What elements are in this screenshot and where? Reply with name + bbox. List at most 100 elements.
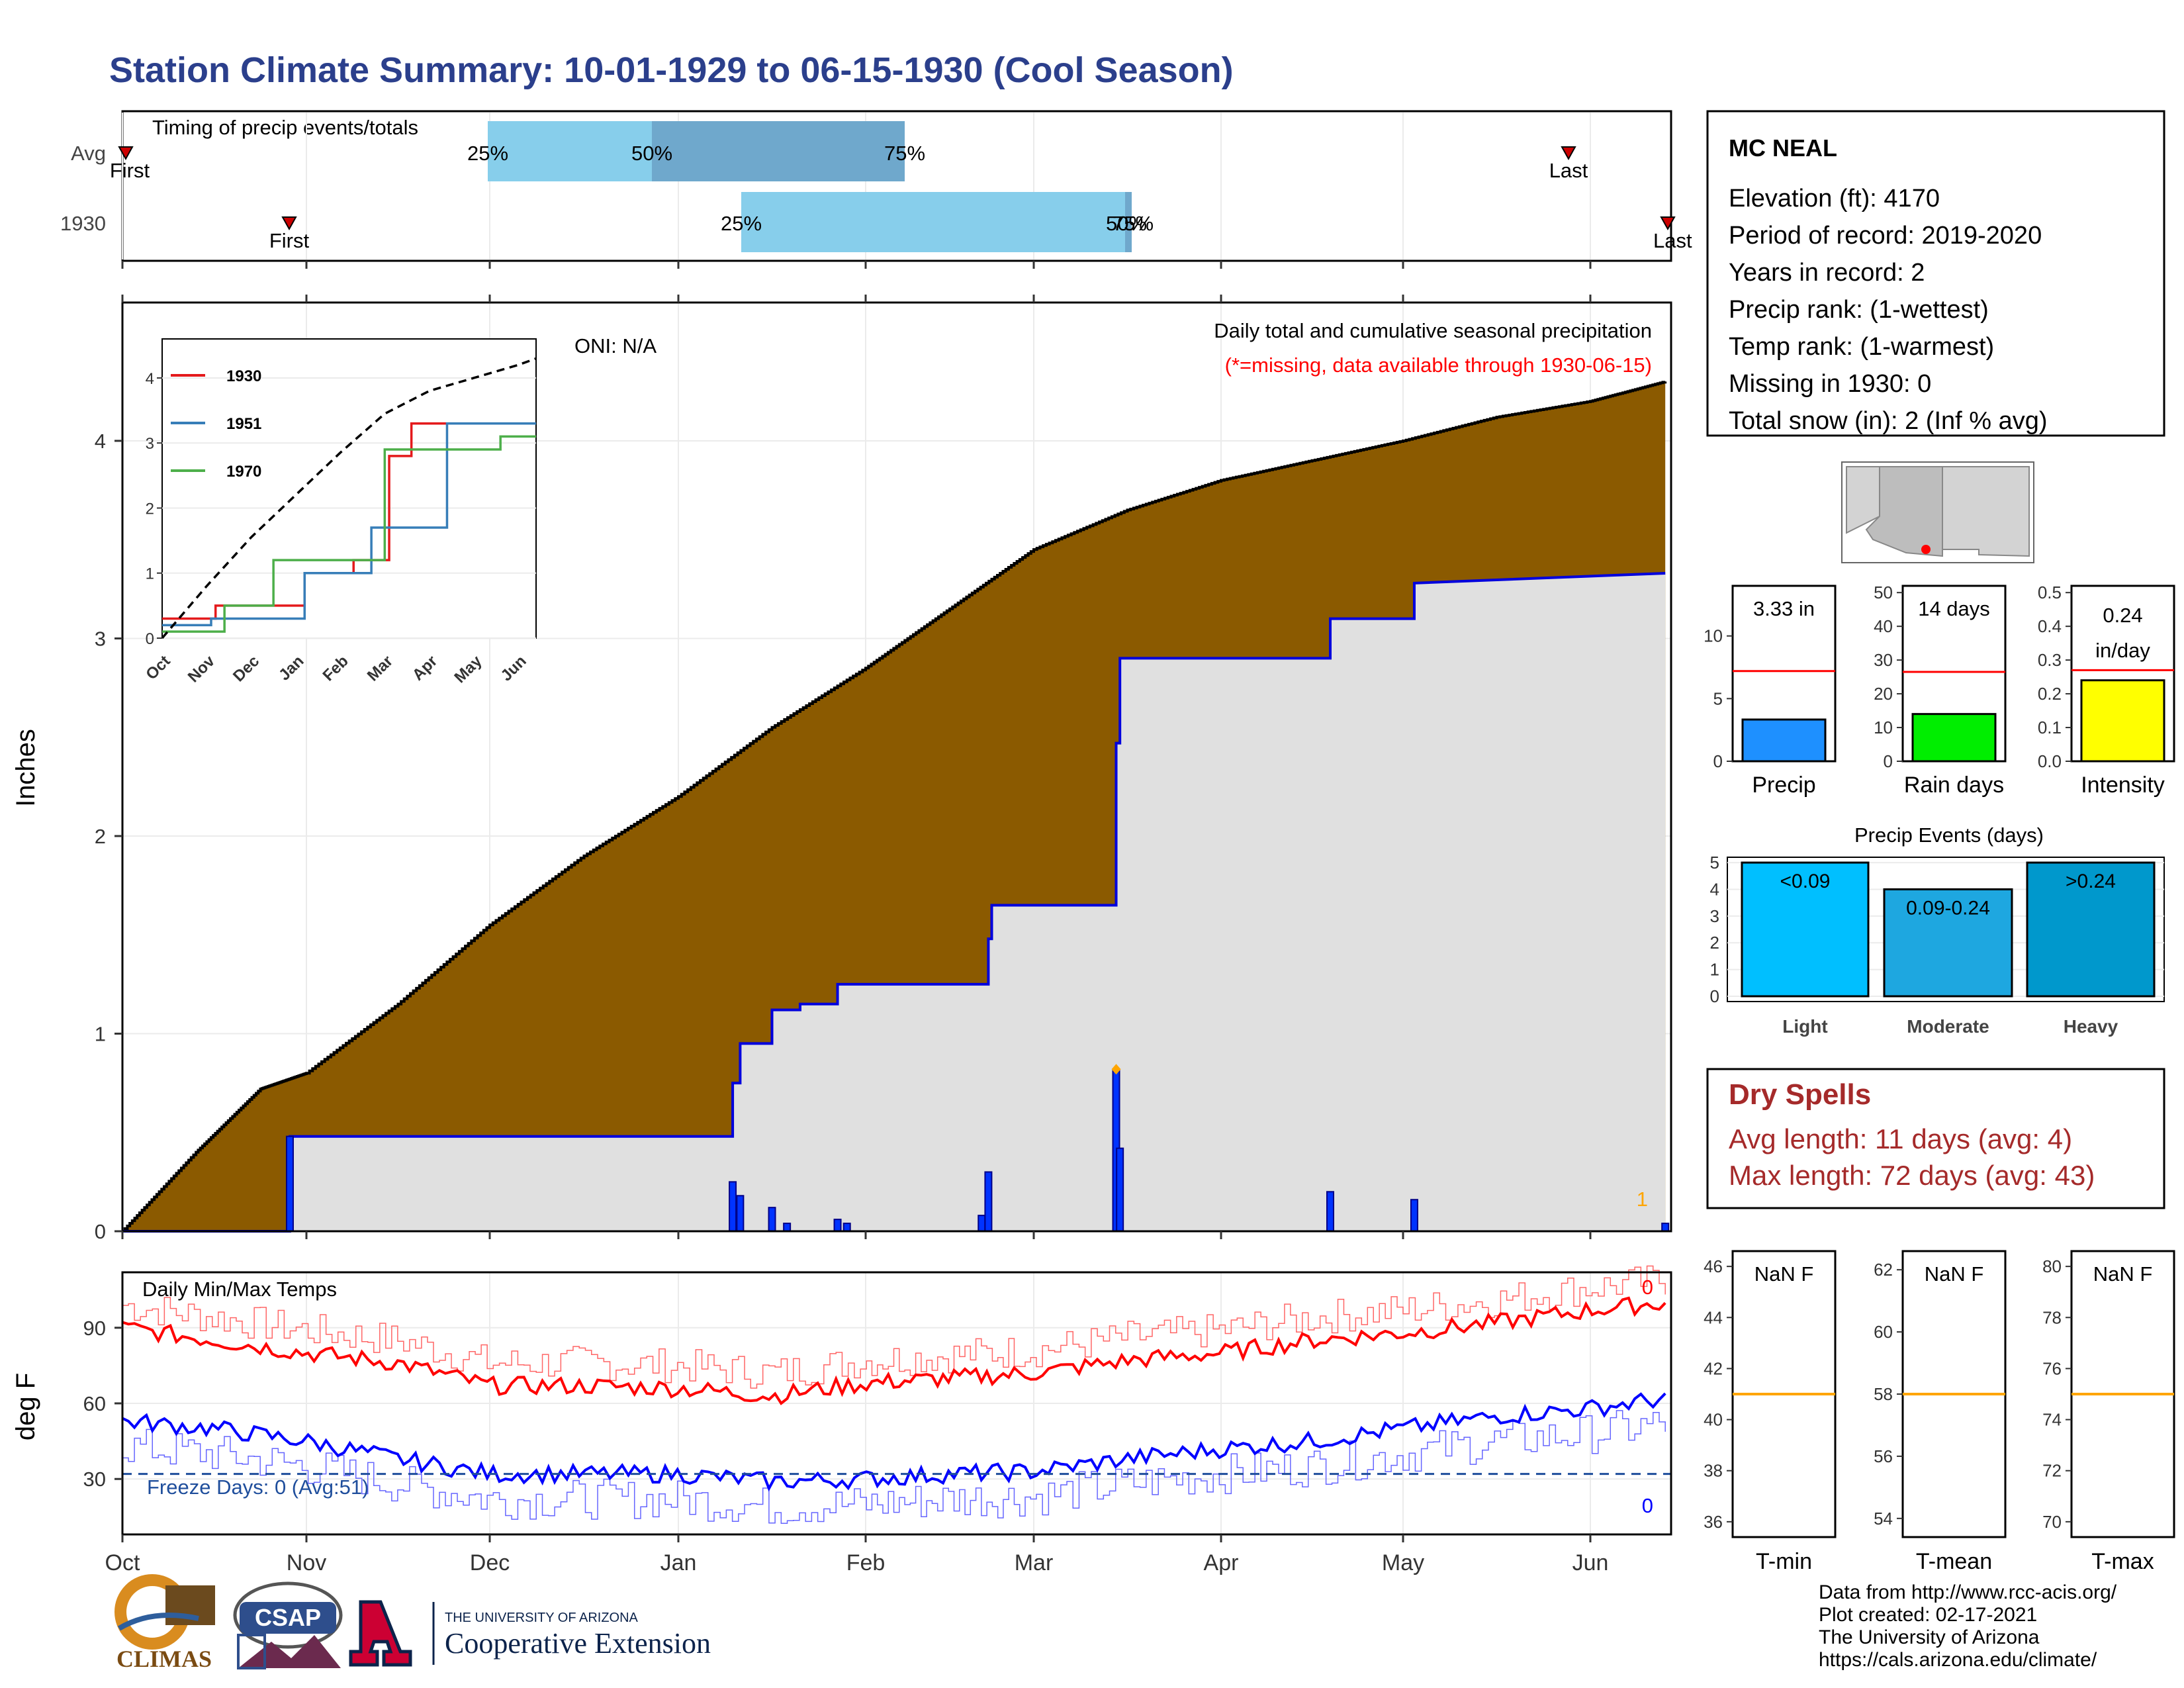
timing-1930-bar	[741, 192, 1132, 252]
month-label-jan: Jan	[660, 1550, 697, 1575]
station-location-marker	[1921, 545, 1931, 554]
mini-panel-intensity: 0.0 0.1 0.2 0.3 0.4 0.5 0.24 in/day Intensity	[2038, 583, 2175, 798]
month-label-oct: Oct	[105, 1550, 140, 1575]
mini-ytick-label: 0.5	[2038, 583, 2062, 602]
mini-ytick-label: 0.1	[2038, 718, 2062, 737]
precip-ytick-label: 4	[95, 430, 106, 453]
temp-ytick-label: 90	[83, 1317, 106, 1340]
precip-ytick-label: 0	[95, 1220, 106, 1243]
mini-ytick-label: 50	[1874, 583, 1893, 602]
events-ytick-label: 3	[1710, 906, 1719, 926]
dry-avg-length: Avg length: 11 days (avg: 4)	[1729, 1123, 2072, 1154]
tpanel-ytick-label: 74	[2042, 1410, 2062, 1430]
mini-ytick-label: 40	[1874, 616, 1893, 636]
footer-credits: Data from http://www.rcc-acis.org/ Plot …	[1819, 1581, 2117, 1671]
mini-ytick-label: 0.4	[2038, 616, 2062, 636]
csap-wordmark: CSAP	[255, 1604, 321, 1631]
timing-avg-last: Last	[1549, 159, 1588, 182]
ua-small-text: THE UNIVERSITY OF ARIZONA	[445, 1611, 639, 1625]
mini-ytick-label: 0.3	[2038, 650, 2062, 670]
station-missing: Missing in 1930: 0	[1729, 370, 1931, 398]
tpanel-ytick-label: 80	[2042, 1256, 2062, 1276]
tpanel-ytick-label: 78	[2042, 1307, 2062, 1327]
timing-avg-first-marker	[118, 146, 134, 161]
timing-avg-p25: 25%	[467, 142, 508, 165]
tpanel-label: T-min	[1756, 1549, 1812, 1574]
avg-cumulative-line	[122, 381, 1667, 1233]
daily-precip-bar	[984, 1171, 993, 1232]
events-bar-heavy-label: Heavy	[2064, 1016, 2118, 1037]
tpanel-ytick-label: 40	[1704, 1410, 1723, 1430]
mini-ytick-label: 0	[1713, 751, 1723, 771]
temp-panel: Daily Min/Max Temps deg F Freeze Days: 0…	[11, 1265, 1672, 1536]
max-count: 0	[1642, 1276, 1653, 1299]
inset-legend-label-1930: 1930	[226, 367, 261, 385]
month-label-feb: Feb	[846, 1550, 886, 1575]
tpanel-ytick-label: 58	[1874, 1384, 1893, 1404]
inset-series-1951	[162, 422, 536, 627]
mini-label-bg	[2079, 591, 2166, 664]
temp-ytick-label: 60	[83, 1392, 106, 1415]
csap-logo: CSAP	[233, 1581, 343, 1669]
tpanel-ytick-label: 56	[1874, 1446, 1893, 1466]
tpanel-ytick-label: 36	[1704, 1512, 1723, 1532]
mini-ytick-label: 20	[1874, 684, 1893, 704]
mini-panel-rain-days: 0 10 20 30 40 50 14 days Rain days	[1874, 583, 2007, 798]
inset-legend-label-1951: 1951	[226, 415, 261, 433]
inset-ytick-label: 2	[146, 500, 154, 518]
timing-1930-last: Last	[1653, 229, 1692, 252]
footer-line-3: The University of Arizona	[1819, 1626, 2040, 1648]
tpanel-label: T-mean	[1916, 1549, 1992, 1574]
month-label-jun: Jun	[1572, 1550, 1609, 1575]
tpanel-value: NaN F	[1925, 1262, 1984, 1286]
tpanel-ytick-label: 62	[1874, 1260, 1893, 1280]
mini-ytick-label: 0.0	[2038, 751, 2062, 771]
tpanel-ytick-label: 60	[1874, 1322, 1893, 1342]
tmin-record-line	[122, 1410, 1666, 1524]
location-map	[1841, 461, 2034, 563]
timing-avg-last-marker	[1561, 146, 1576, 161]
daily-precip-bar	[1661, 1223, 1670, 1232]
timing-1930-p75: 75%	[1113, 212, 1154, 235]
tmin-line	[122, 1392, 1666, 1492]
timing-row-avg-label: Avg	[71, 142, 106, 165]
timing-1930-first-marker	[281, 216, 297, 231]
precip-ytick-label: 1	[95, 1022, 106, 1045]
ua-big-text: Cooperative Extension	[445, 1627, 711, 1660]
temp-ylabel: deg F	[11, 1373, 40, 1440]
inset-ytick-label: 0	[146, 630, 154, 648]
ua-logo: THE UNIVERSITY OF ARIZONA Cooperative Ex…	[349, 1600, 711, 1667]
precip-subtitle: Daily total and cumulative seasonal prec…	[1214, 319, 1652, 342]
inset-series-1970	[162, 435, 536, 633]
tpanel-t-max: 70 72 74 76 78 80 NaN F T-max	[2042, 1250, 2175, 1574]
events-bar-heavy-range: >0.24	[2066, 870, 2116, 892]
mini-value-text: 3.33 in	[1753, 597, 1815, 620]
tpanel-ytick-label: 44	[1704, 1307, 1723, 1327]
daily-precip-bar	[978, 1215, 986, 1232]
month-label-mar: Mar	[1015, 1550, 1054, 1575]
inset-ytick-label: 4	[146, 370, 154, 388]
tmax-record-line	[122, 1265, 1666, 1389]
tpanel-ytick-label: 72	[2042, 1461, 2062, 1481]
mini-ytick-label: 5	[1713, 688, 1723, 708]
events-bar-light	[1741, 861, 1870, 998]
station-name: MC NEAL	[1729, 134, 1837, 162]
precip-ytick-label: 3	[95, 627, 106, 650]
mini-value-text: 14 days	[1918, 597, 1990, 620]
precip-ytick-label: 2	[95, 825, 106, 848]
month-label-dec: Dec	[470, 1550, 510, 1575]
events-ytick-label: 4	[1710, 879, 1719, 899]
mini-value-bar	[1741, 718, 1827, 763]
timing-title: Timing of precip events/totals	[152, 116, 418, 139]
oni-label: ONI: N/A	[574, 334, 657, 357]
events-bar-moderate	[1883, 888, 2013, 998]
mini-ytick-label: 10	[1704, 626, 1723, 646]
timing-1930-last-marker	[1660, 216, 1676, 231]
station-temp-rank: Temp rank: (1-warmest)	[1729, 333, 1994, 361]
mini-panel-label: Precip	[1752, 773, 1815, 798]
mini-value-bar	[1911, 713, 1997, 763]
page-title: Station Climate Summary: 10-01-1929 to 0…	[109, 50, 1234, 90]
daily-precip-bar	[736, 1195, 745, 1232]
